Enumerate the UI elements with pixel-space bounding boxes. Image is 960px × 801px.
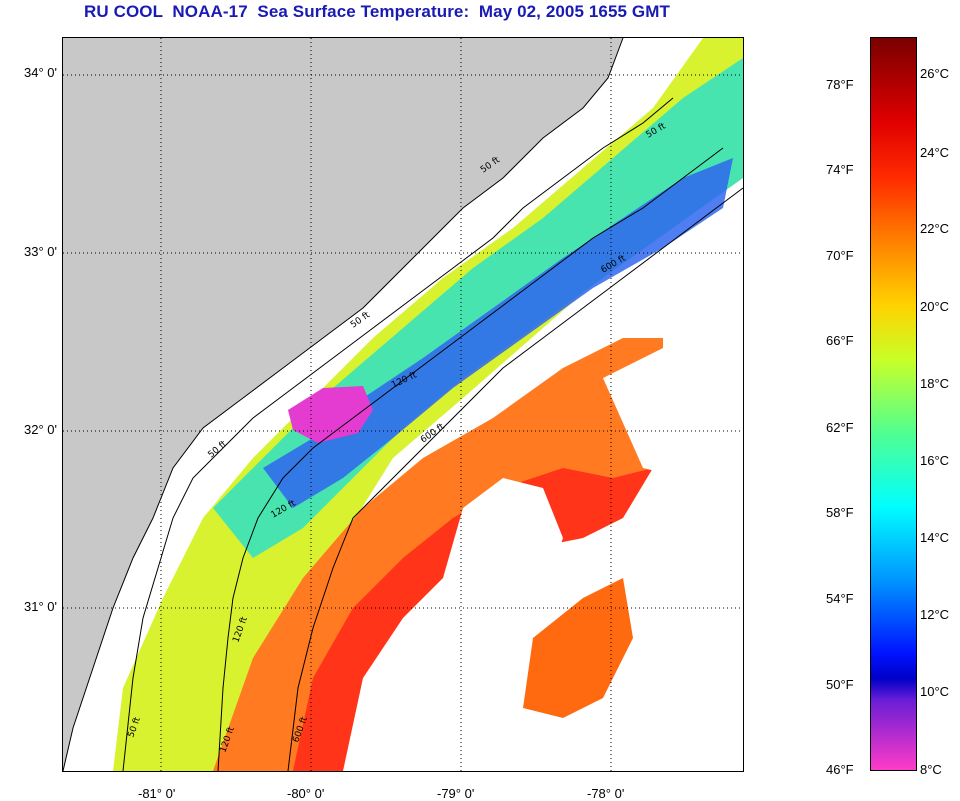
colorbar-c-label: 16°C [920,453,950,468]
colorbar-c-label: 10°C [920,684,950,699]
colorbar-f-label: 58°F [826,505,854,520]
colorbar-c-label: 8°C [920,762,942,777]
isobath-120ft [217,147,724,771]
isobath-label: 50 ft [207,439,230,460]
colorbar-c-label: 12°C [920,607,950,622]
coastline [63,38,624,771]
colorbar-f-label: 54°F [826,591,854,606]
colorbar-c-label: 22°C [920,221,950,236]
colorbar-f-label: 46°F [826,762,854,777]
lon-label: -78° 0' [587,786,625,801]
lat-label: 32° 0' [24,422,57,437]
map-title: RU COOL NOAA-17 Sea Surface Temperature:… [84,2,670,21]
colorbar-c-label: 26°C [920,66,950,81]
colorbar-f-label: 70°F [826,248,854,263]
colorbar-c-label: 20°C [920,299,950,314]
lat-label: 33° 0' [24,244,57,259]
land-area [63,38,623,771]
colorbar-c-label: 14°C [920,530,950,545]
colorbar-f-label: 78°F [826,77,854,92]
no-data-patch [603,348,713,478]
isobath-50ft [122,97,674,771]
colorbar-f-label: 50°F [826,677,854,692]
sst-band-offshore [523,578,633,718]
colorbar-f-label: 62°F [826,420,854,435]
colorbar-f-label: 74°F [826,162,854,177]
colorbar-c-label: 18°C [920,376,950,391]
no-data-patch [433,478,563,658]
isobath-600ft [287,187,743,771]
sst-map: 50 ft 50 ft 50 ft 50 ft 50 ft 120 ft 120… [62,37,744,772]
colorbar-c-label: 24°C [920,145,950,160]
lon-label: -79° 0' [437,786,475,801]
sst-map-canvas: 50 ft 50 ft 50 ft 50 ft 50 ft 120 ft 120… [63,38,743,771]
lon-label: -80° 0' [287,786,325,801]
sst-band-blue [263,158,733,508]
temperature-colorbar [870,37,917,771]
lat-label: 34° 0' [24,65,57,80]
sst-band-magenta [288,386,373,443]
colorbar-f-label: 66°F [826,333,854,348]
lon-label: -81° 0' [138,786,176,801]
lat-label: 31° 0' [24,599,57,614]
